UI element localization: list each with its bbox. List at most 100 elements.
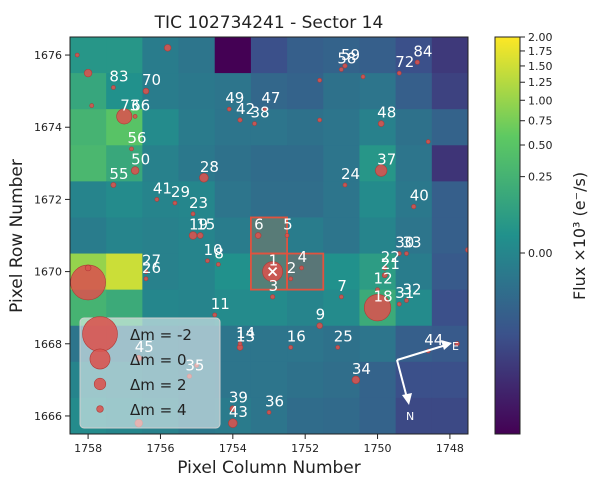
y-tick-label: 1674 — [34, 121, 62, 134]
flux-pixel — [142, 145, 180, 182]
flux-pixel — [431, 253, 468, 291]
star-marker — [197, 232, 204, 239]
flux-pixel — [323, 397, 360, 434]
legend-label: Δm = 0 — [130, 351, 187, 369]
star-marker — [335, 345, 341, 350]
colorbar-tick-label: 0.00 — [528, 247, 553, 260]
star-marker — [339, 67, 344, 72]
star-marker — [143, 276, 149, 282]
star-marker — [130, 166, 140, 175]
x-axis-label: Pixel Column Number — [177, 458, 361, 478]
star-label: 83 — [109, 68, 128, 86]
star-label: 72 — [395, 53, 414, 71]
star-label: 58 — [337, 49, 356, 67]
star-marker — [74, 52, 80, 58]
flux-pixel — [395, 397, 433, 434]
star-label: 40 — [410, 187, 429, 205]
star-marker — [288, 276, 294, 282]
flux-pixel — [178, 145, 216, 182]
star-marker — [199, 173, 209, 183]
star-marker — [425, 139, 431, 144]
star-marker — [396, 70, 402, 76]
star-label: 47 — [261, 89, 280, 107]
flux-pixel — [142, 109, 180, 146]
colorbar-label: Flux ×10³ (e⁻/s) — [570, 172, 589, 300]
star-label: 10 — [203, 241, 222, 259]
star-marker — [172, 200, 178, 206]
star-marker — [339, 294, 344, 300]
aperture-pixel — [286, 252, 325, 291]
star-label: 39 — [229, 389, 248, 407]
legend-label: Δm = 4 — [130, 401, 187, 419]
y-tick-label: 1676 — [34, 49, 62, 62]
flux-pixel — [395, 217, 433, 255]
flux-pixel — [250, 109, 288, 146]
flux-pixel — [214, 181, 252, 218]
star-marker — [252, 121, 257, 126]
star-marker — [111, 85, 116, 90]
flux-pixel — [250, 73, 288, 110]
star-marker — [414, 59, 420, 65]
star-label: 26 — [142, 259, 161, 277]
star-label: 31 — [395, 284, 414, 302]
star-marker — [270, 294, 276, 300]
flux-pixel — [323, 181, 360, 218]
star-marker — [132, 114, 138, 119]
flux-pixel — [395, 325, 433, 363]
star-marker — [363, 294, 392, 322]
y-tick-label: 1672 — [34, 193, 62, 206]
star-label: 23 — [189, 194, 208, 212]
x-tick-label: 1748 — [436, 442, 464, 455]
flux-pixel — [214, 217, 252, 255]
flux-pixel — [142, 181, 180, 218]
flux-pixel — [70, 217, 107, 255]
flux-pixel — [431, 73, 468, 110]
flux-pixel — [395, 109, 433, 146]
flux-pixel — [214, 73, 252, 110]
y-axis-label: Pixel Row Number — [7, 159, 27, 313]
x-axis: 1758 1756 1754 1752 1750 1748 — [74, 434, 464, 455]
colorbar-tick-label: 1.25 — [528, 76, 553, 89]
star-labels: 1 234567891011121314151618192122232425262… — [109, 42, 443, 421]
star-marker — [84, 264, 92, 272]
star-label: 43 — [229, 403, 248, 421]
colorbar-tick-label: 1.50 — [528, 60, 553, 73]
star-label: 14 — [236, 324, 255, 342]
colorbar-ticks: 2.001.75 1.50 1.25 1.00 0.75 0.50 0.25 0.00 — [520, 31, 553, 260]
star-label: 73 — [120, 96, 139, 114]
star-label: 49 — [225, 89, 244, 107]
colorbar-tick-label: 0.50 — [528, 139, 553, 152]
star-label: 66 — [131, 96, 150, 114]
compass-north-arrowhead — [402, 393, 412, 405]
flux-pixel — [106, 253, 143, 291]
star-marker — [154, 197, 160, 202]
flux-pixel — [178, 109, 216, 146]
legend-marker — [96, 405, 104, 413]
flux-pixel — [250, 181, 288, 218]
flux-pixel — [359, 253, 397, 291]
x-tick-label: 1756 — [146, 442, 174, 455]
colorbar — [494, 36, 521, 435]
flux-pixel — [287, 109, 324, 146]
star-marker — [342, 63, 348, 69]
flux-pixel — [214, 109, 252, 146]
star-label: 25 — [334, 327, 353, 345]
compass-east-arrowhead — [441, 340, 452, 350]
star-label: 30 — [395, 234, 414, 252]
star-marker — [465, 247, 468, 253]
flux-pixel — [142, 253, 180, 291]
flux-pixel — [178, 73, 216, 110]
flux-pixel — [323, 325, 360, 363]
flux-pixel — [431, 289, 468, 327]
star-marker — [266, 410, 272, 415]
star-marker — [237, 341, 243, 347]
compass-east-arrow — [396, 344, 447, 361]
star-marker — [377, 120, 385, 127]
legend-marker — [82, 316, 118, 352]
compass-north-label: N — [406, 410, 414, 423]
flux-pixel — [214, 289, 252, 327]
flux-pixel — [359, 37, 397, 74]
flux-pixel — [359, 325, 397, 363]
flux-pixel — [431, 145, 468, 182]
flux-pixel — [395, 361, 433, 399]
